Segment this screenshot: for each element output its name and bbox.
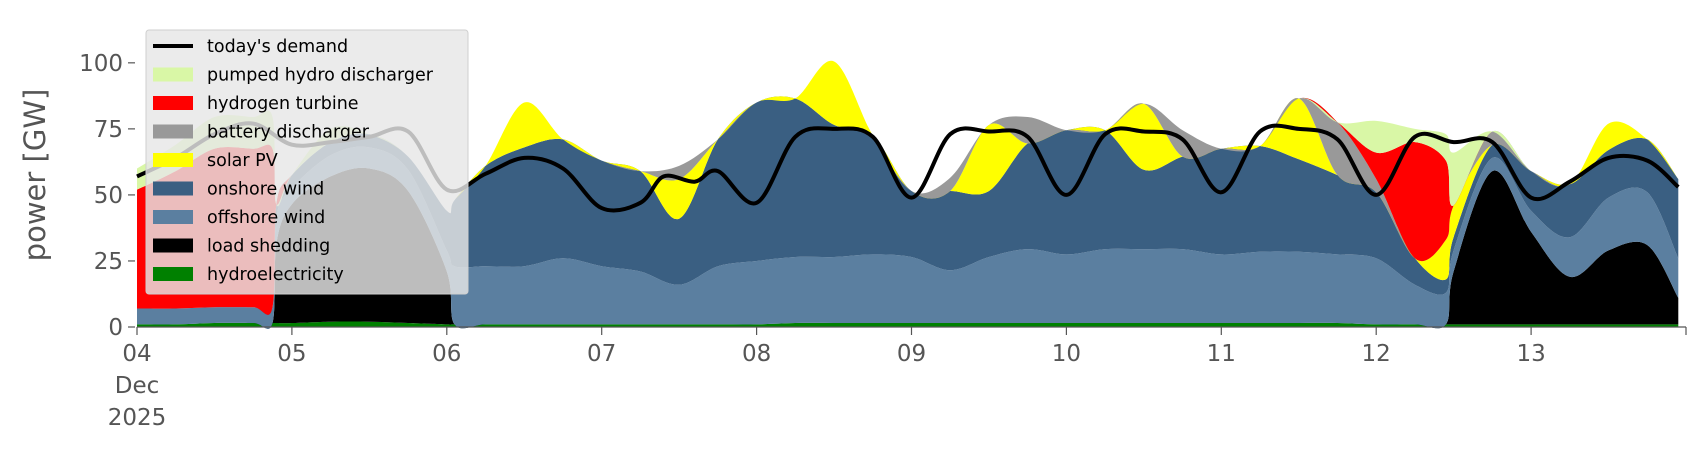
x-tick-label: 06 (432, 341, 461, 367)
x-tick-label: 13 (1516, 341, 1545, 367)
x-tick-label: 11 (1207, 341, 1236, 367)
x-tick-label: 07 (587, 341, 616, 367)
legend-swatch-battery-discharger (153, 124, 193, 139)
legend-label-onshore-wind: onshore wind (207, 180, 324, 200)
legend-swatch-hydrogen-turbine (153, 96, 193, 110)
x-tick-label: 12 (1362, 341, 1391, 367)
legend-label-today-s-demand: today's demand (207, 37, 348, 57)
area-onshore-wind (137, 96, 1679, 315)
legend-label-pumped-hydro-discharger: pumped hydro discharger (207, 66, 434, 86)
area-solar-pv (137, 60, 1679, 315)
x-tick-label: 04 (122, 341, 151, 367)
y-axis-title: power [GW] (18, 89, 52, 262)
area-battery-discharger (137, 60, 1679, 315)
y-tick-label: 0 (108, 315, 123, 341)
legend-swatch-pumped-hydro-discharger (153, 67, 193, 82)
area-hydroelectricity (137, 321, 1679, 327)
legend-swatch-onshore-wind (153, 181, 193, 196)
area-load-shedding (137, 167, 1679, 329)
area-offshore-wind (137, 146, 1679, 329)
y-tick-label: 25 (94, 249, 123, 275)
legend-swatch-solar-pv (153, 153, 193, 167)
legend-label-solar-pv: solar PV (207, 151, 278, 171)
axes (128, 62, 1687, 335)
x-tick-label: 10 (1052, 341, 1081, 367)
legend-swatch-hydroelectricity (153, 267, 193, 281)
x-tick-label: 08 (742, 341, 771, 367)
y-tick-label: 50 (94, 183, 123, 209)
legend-swatch-offshore-wind (153, 210, 193, 224)
legend-label-hydrogen-turbine: hydrogen turbine (207, 94, 359, 114)
x-tick-year: 2025 (108, 405, 167, 431)
x-tick-month: Dec (115, 373, 160, 399)
legend: today's demand pumped hydro discharger hyd… (145, 29, 469, 295)
stacked-area-layer (137, 60, 1679, 329)
y-tick-label: 100 (79, 51, 123, 77)
y-tick-label: 75 (94, 117, 123, 143)
tick-labels: 0 25 50 75 100 04 Dec 2025 05 06 07 08 09 10 11 12 13 (79, 51, 1546, 431)
legend-box (145, 29, 469, 295)
area-pumped-hydro-discharger (137, 60, 1679, 214)
x-tick-label: 05 (277, 341, 306, 367)
legend-swatch-load-shedding (153, 238, 193, 253)
legend-label-hydroelectricity: hydroelectricity (207, 265, 344, 285)
legend-label-battery-discharger: battery discharger (207, 123, 370, 143)
legend-label-offshore-wind: offshore wind (207, 208, 325, 228)
legend-label-load-shedding: load shedding (207, 237, 330, 257)
x-tick-label: 09 (897, 341, 926, 367)
